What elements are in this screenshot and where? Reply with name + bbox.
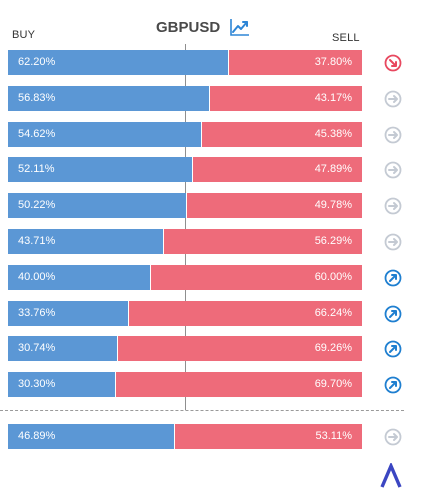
- buy-segment: 62.20%: [8, 50, 229, 75]
- sentiment-bar: 62.20% 37.80%: [8, 50, 362, 75]
- sell-percent: 69.70%: [314, 378, 352, 391]
- buy-percent: 62.20%: [18, 56, 56, 68]
- sentiment-bar: 30.30% 69.70%: [8, 372, 362, 398]
- bar-separator: [228, 50, 230, 75]
- sentiment-row: 62.20% 37.80%: [0, 50, 421, 75]
- sell-percent: 69.26%: [314, 342, 352, 355]
- buy-segment: 33.76%: [8, 300, 128, 326]
- buy-percent: 50.22%: [18, 199, 56, 212]
- buy-segment: 43.71%: [8, 229, 163, 254]
- sell-percent: 66.24%: [314, 306, 352, 319]
- buy-percent: 30.74%: [18, 342, 56, 355]
- sell-percent: 60.00%: [314, 270, 352, 283]
- buy-segment: 46.89%: [8, 424, 174, 449]
- summary-divider: [0, 410, 404, 411]
- bar-separator: [115, 372, 117, 398]
- sentiment-row: 30.30% 69.70%: [0, 372, 421, 398]
- sell-segment: 49.78%: [186, 193, 362, 219]
- widget-header: BUY GBPUSD SELL: [0, 0, 421, 46]
- sentiment-bar: 40.00% 60.00%: [8, 264, 362, 290]
- sell-column-label: SELL: [332, 32, 360, 44]
- sell-segment: 69.70%: [116, 372, 362, 398]
- buy-percent: 46.89%: [18, 430, 56, 442]
- sentiment-row: 43.71% 56.29%: [0, 229, 421, 254]
- center-line: [185, 44, 186, 410]
- trend-chart-icon[interactable]: [229, 17, 251, 37]
- signal-up-arrow-icon: [384, 305, 402, 322]
- sell-segment: 47.89%: [193, 157, 362, 183]
- sentiment-bar: 56.83% 43.17%: [8, 85, 362, 111]
- sentiment-row: 54.62% 45.38%: [0, 121, 421, 147]
- bar-separator: [162, 229, 164, 254]
- buy-percent: 56.83%: [18, 91, 56, 104]
- sell-segment: 53.11%: [174, 424, 362, 449]
- signal-neutral-arrow-icon: [384, 197, 402, 215]
- buy-percent: 54.62%: [18, 127, 56, 140]
- buy-segment: 30.30%: [8, 372, 116, 398]
- sell-percent: 45.38%: [314, 127, 352, 140]
- sentiment-bar: 43.71% 56.29%: [8, 229, 362, 254]
- sell-segment: 45.38%: [202, 121, 362, 147]
- signal-neutral-arrow-icon: [384, 428, 402, 446]
- bar-separator: [209, 85, 211, 111]
- sentiment-row: 50.22% 49.78%: [0, 193, 421, 219]
- sell-percent: 37.80%: [314, 56, 352, 68]
- sentiment-bar: 50.22% 49.78%: [8, 193, 362, 219]
- signal-up-arrow-icon: [384, 340, 402, 358]
- sentiment-bar: 52.11% 47.89%: [8, 157, 362, 183]
- bar-separator: [192, 157, 194, 183]
- buy-percent: 30.30%: [18, 378, 56, 391]
- sell-percent: 53.11%: [315, 430, 353, 442]
- buy-segment: 52.11%: [8, 157, 193, 183]
- sell-segment: 43.17%: [210, 85, 362, 111]
- buy-segment: 40.00%: [8, 264, 150, 290]
- buy-segment: 54.62%: [8, 121, 202, 147]
- sentiment-row: 52.11% 47.89%: [0, 157, 421, 183]
- buy-column-label: BUY: [12, 29, 36, 41]
- summary-row: 46.89% 53.11%: [0, 424, 421, 449]
- signal-neutral-arrow-icon: [384, 161, 402, 179]
- sell-segment: 69.26%: [117, 336, 362, 362]
- bar-separator: [173, 424, 175, 449]
- sentiment-row: 30.74% 69.26%: [0, 336, 421, 362]
- sell-percent: 56.29%: [314, 235, 352, 247]
- buy-percent: 43.71%: [18, 235, 56, 247]
- signal-neutral-arrow-icon: [384, 90, 402, 108]
- signal-up-arrow-icon: [384, 269, 402, 287]
- sell-segment: 66.24%: [128, 300, 362, 326]
- sentiment-row: 33.76% 66.24%: [0, 300, 421, 326]
- signal-neutral-arrow-icon: [384, 233, 402, 251]
- signal-neutral-arrow-icon: [384, 126, 402, 143]
- buy-segment: 30.74%: [8, 336, 117, 362]
- buy-percent: 52.11%: [18, 163, 55, 176]
- bar-separator: [149, 264, 151, 290]
- signal-up-arrow-icon: [384, 376, 402, 394]
- buy-percent: 40.00%: [18, 270, 56, 283]
- sentiment-bar: 33.76% 66.24%: [8, 300, 362, 326]
- sentiment-row: 40.00% 60.00%: [0, 264, 421, 290]
- sell-segment: 37.80%: [229, 50, 362, 75]
- bar-separator: [127, 300, 129, 326]
- buy-percent: 33.76%: [18, 306, 56, 319]
- bar-separator: [116, 336, 118, 362]
- sentiment-bar: 46.89% 53.11%: [8, 424, 362, 449]
- bar-separator: [201, 121, 203, 147]
- buy-segment: 50.22%: [8, 193, 186, 219]
- sell-segment: 60.00%: [150, 264, 362, 290]
- sentiment-bar: 30.74% 69.26%: [8, 336, 362, 362]
- sell-percent: 47.89%: [314, 163, 352, 176]
- title-group: GBPUSD: [156, 16, 251, 38]
- sell-segment: 56.29%: [163, 229, 362, 254]
- symbol-title: GBPUSD: [156, 18, 221, 36]
- sentiment-bar: 54.62% 45.38%: [8, 121, 362, 147]
- sell-percent: 49.78%: [314, 199, 352, 212]
- buy-segment: 56.83%: [8, 85, 210, 111]
- brand-logo-icon: [380, 463, 402, 488]
- signal-down-arrow-icon: [384, 54, 402, 72]
- sentiment-row: 56.83% 43.17%: [0, 85, 421, 111]
- sell-percent: 43.17%: [314, 91, 352, 104]
- bar-separator: [185, 193, 187, 219]
